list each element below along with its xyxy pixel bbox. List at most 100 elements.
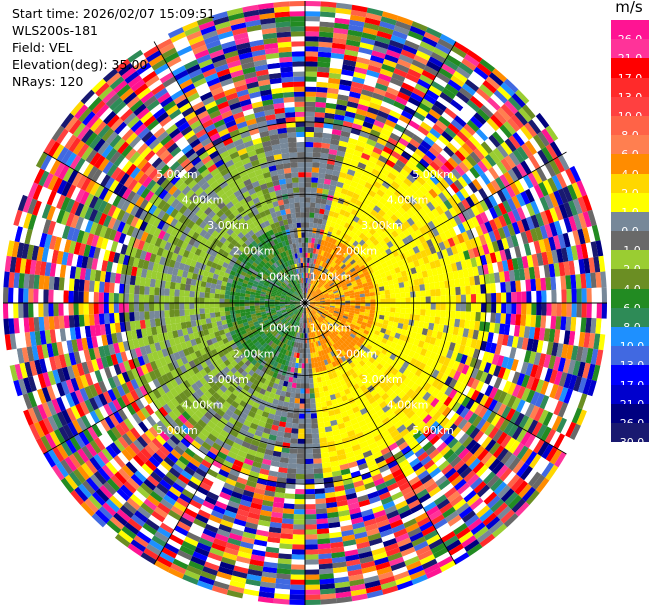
velocity-gate [305, 489, 315, 495]
velocity-gate [551, 175, 563, 191]
velocity-gate [352, 240, 359, 247]
velocity-gate [310, 301, 315, 303]
velocity-gate [329, 298, 335, 301]
velocity-gate [413, 259, 420, 268]
velocity-gate [381, 63, 396, 73]
velocity-gate [518, 244, 527, 257]
velocity-gate [439, 33, 456, 46]
velocity-gate [398, 54, 414, 64]
velocity-gate [601, 303, 608, 319]
velocity-gate [339, 280, 346, 285]
velocity-gate [350, 197, 358, 205]
velocity-gate [347, 169, 356, 177]
velocity-gate [439, 178, 450, 189]
velocity-gate [545, 315, 552, 329]
velocity-gate [312, 292, 317, 297]
velocity-gate [464, 239, 473, 251]
velocity-gate [582, 194, 593, 212]
velocity-gate [331, 269, 337, 275]
velocity-gate [323, 282, 329, 288]
velocity-gate [340, 188, 349, 195]
velocity-gate [507, 223, 516, 237]
velocity-gate [381, 205, 390, 214]
velocity-gate [344, 293, 350, 297]
velocity-gate [526, 254, 534, 268]
velocity-gate [300, 383, 305, 389]
velocity-gate [380, 16, 397, 26]
velocity-gate [467, 181, 479, 194]
velocity-gate [400, 308, 406, 314]
velocity-gate [444, 209, 454, 220]
velocity-gate [370, 151, 381, 160]
velocity-gate [326, 286, 332, 291]
velocity-gate [450, 287, 456, 296]
velocity-gate [332, 170, 341, 177]
velocity-gate [504, 138, 517, 153]
velocity-gate [362, 27, 378, 36]
velocity-gate [453, 225, 462, 236]
velocity-gate [379, 184, 388, 194]
velocity-gate [497, 227, 507, 240]
velocity-gate [296, 468, 305, 475]
velocity-gate [387, 279, 394, 286]
velocity-gate [314, 280, 318, 286]
velocity-gate [331, 287, 338, 291]
velocity-gate [319, 278, 324, 284]
velocity-gate [318, 41, 333, 48]
velocity-gate [406, 255, 414, 264]
velocity-gate [378, 132, 390, 142]
velocity-gate [335, 218, 342, 225]
velocity-gate [323, 178, 332, 185]
velocity-gate [339, 256, 346, 262]
velocity-gate [313, 382, 319, 389]
velocity-gate [465, 303, 472, 312]
velocity-gate [367, 281, 374, 287]
velocity-gate [463, 250, 471, 260]
velocity-gate [336, 260, 342, 266]
velocity-gate [534, 198, 545, 213]
velocity-gate [305, 111, 315, 117]
velocity-gate [311, 291, 316, 296]
velocity-gate [404, 286, 411, 293]
velocity-gate [480, 303, 487, 313]
velocity-gate [446, 263, 453, 273]
velocity-gate [549, 159, 561, 175]
velocity-gate [483, 101, 498, 115]
velocity-gate [371, 246, 379, 253]
velocity-gate [307, 242, 312, 248]
velocity-gate [359, 255, 367, 262]
velocity-gate [393, 189, 403, 199]
velocity-gate [435, 205, 445, 216]
velocity-gate [484, 154, 497, 167]
velocity-gate [350, 86, 363, 94]
velocity-gate [391, 222, 399, 231]
velocity-gate [541, 251, 549, 266]
velocity-gate [486, 242, 495, 254]
velocity-gate [536, 252, 544, 266]
velocity-gate [430, 303, 436, 310]
velocity-gate [484, 169, 495, 183]
velocity-gate [292, 534, 305, 540]
velocity-gate [387, 184, 397, 194]
velocity-gate [514, 245, 522, 258]
velocity-gate [292, 418, 299, 424]
velocity-gate [344, 295, 351, 299]
velocity-gate [501, 303, 507, 314]
velocity-gate [541, 303, 547, 316]
velocity-gate [344, 277, 350, 283]
velocity-gate [343, 115, 355, 124]
velocity-gate [368, 242, 376, 250]
velocity-gate [305, 21, 320, 27]
velocity-gate [334, 272, 341, 278]
velocity-gate [313, 280, 317, 286]
velocity-gate [305, 388, 310, 394]
velocity-gate [472, 178, 483, 191]
velocity-gate [335, 265, 341, 271]
velocity-gate [385, 259, 393, 267]
velocity-gate [334, 207, 342, 214]
velocity-gate [282, 513, 294, 520]
velocity-gate [301, 363, 305, 369]
velocity-gate [305, 197, 311, 203]
velocity-gate [316, 289, 321, 294]
velocity-gate [372, 239, 380, 246]
